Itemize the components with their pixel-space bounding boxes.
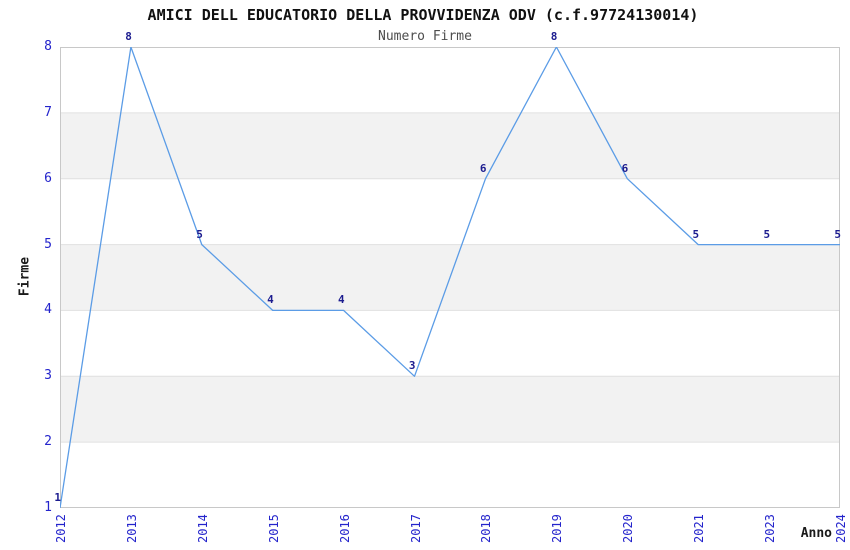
- x-tick-label: 2023: [763, 514, 778, 543]
- y-tick-label: 4: [44, 302, 52, 318]
- plot-area: [59, 46, 840, 509]
- data-point-label: 6: [479, 161, 487, 175]
- background-band: [60, 112, 840, 179]
- y-tick-label: 7: [44, 104, 52, 120]
- x-tick-label: 2013: [124, 514, 139, 543]
- data-point-label: 8: [125, 30, 132, 43]
- data-point-label: 5: [763, 227, 771, 241]
- background-band: [60, 442, 840, 508]
- data-point-label: 6: [621, 161, 629, 175]
- x-tick-label: 2017: [408, 514, 423, 543]
- data-point-label: 5: [196, 227, 203, 241]
- data-point-label: 4: [338, 293, 345, 307]
- x-tick-label: 2020: [621, 514, 636, 543]
- data-series-line: [59, 46, 840, 509]
- x-axis-title: Anno: [800, 526, 832, 541]
- plot-border: [60, 47, 840, 508]
- data-point-label: 3: [408, 359, 416, 373]
- y-tick-label: 1: [44, 500, 52, 515]
- chart-subtitle: Numero Firme: [378, 29, 472, 44]
- background-band: [60, 178, 840, 245]
- background-band: [60, 310, 840, 377]
- y-tick-label: 8: [44, 39, 52, 54]
- x-tick-label: 2024: [834, 514, 848, 543]
- y-tick-label: 3: [44, 368, 52, 384]
- data-point-label: 4: [267, 293, 274, 307]
- data-point-label: 5: [834, 227, 841, 241]
- y-tick-label: 6: [44, 170, 52, 186]
- x-tick-label: 2018: [479, 514, 494, 543]
- data-point-label: 1: [54, 491, 61, 504]
- x-tick-label: 2021: [692, 514, 707, 543]
- x-tick-label: 2016: [337, 514, 352, 543]
- chart-title: AMICI DELL EDUCATORIO DELLA PROVVIDENZA …: [147, 6, 699, 24]
- y-tick-label: 2: [44, 434, 52, 450]
- data-point-label: 8: [550, 30, 558, 43]
- x-tick-label: 2014: [195, 514, 210, 543]
- background-band: [60, 376, 840, 443]
- x-tick-label: 2019: [550, 514, 565, 543]
- y-tick-label: 5: [44, 236, 52, 252]
- plot-canvas: [59, 46, 840, 509]
- data-point-label: 5: [692, 227, 700, 241]
- x-tick-label: 2015: [266, 514, 281, 543]
- x-tick-label: 2012: [54, 514, 68, 543]
- background-band: [60, 47, 840, 113]
